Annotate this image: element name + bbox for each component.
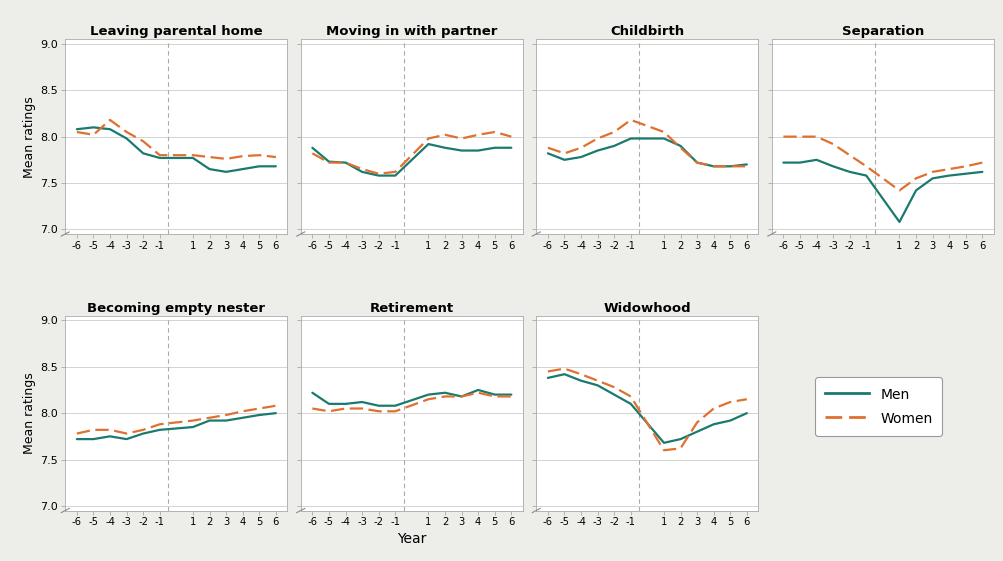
Title: Retirement: Retirement [369,302,453,315]
Title: Moving in with partner: Moving in with partner [326,25,497,38]
Y-axis label: Mean ratings: Mean ratings [23,96,36,177]
Title: Leaving parental home: Leaving parental home [90,25,263,38]
Title: Separation: Separation [841,25,923,38]
Title: Becoming empty nester: Becoming empty nester [87,302,265,315]
Title: Childbirth: Childbirth [610,25,684,38]
Legend: Men, Women: Men, Women [814,378,941,436]
Y-axis label: Mean ratings: Mean ratings [23,373,36,454]
Title: Widowhood: Widowhood [603,302,690,315]
X-axis label: Year: Year [397,532,426,546]
